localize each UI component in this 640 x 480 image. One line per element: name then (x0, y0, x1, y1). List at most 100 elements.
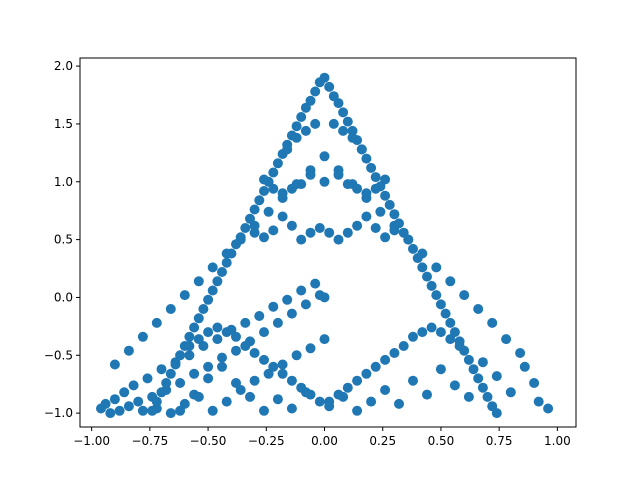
scatter-point (268, 167, 279, 178)
scatter-point (408, 375, 418, 386)
scatter-point (300, 125, 311, 136)
scatter-point (342, 227, 353, 238)
scatter-point (175, 378, 186, 388)
scatter-point (291, 350, 302, 361)
scatter-point (277, 368, 288, 379)
scatter-point (231, 378, 241, 388)
scatter-point (272, 394, 283, 405)
scatter-point (165, 368, 176, 379)
scatter-point (473, 304, 484, 314)
scatter-point (482, 391, 493, 402)
scatter-point (422, 389, 432, 400)
scatter-point (445, 317, 456, 328)
scatter-point (533, 396, 544, 407)
x-tick-label: 0.00 (311, 434, 338, 448)
scatter-point (105, 408, 116, 419)
scatter-point (324, 227, 335, 238)
scatter-point (487, 317, 498, 328)
scatter-point (463, 354, 474, 365)
scatter-point (179, 290, 190, 301)
scatter-point (310, 118, 321, 129)
scatter-point (417, 262, 428, 273)
scatter-point (417, 327, 428, 338)
scatter-point (137, 331, 148, 342)
scatter-point (231, 239, 241, 250)
scatter-point (231, 345, 241, 356)
scatter-point (249, 204, 260, 215)
scatter-point (324, 396, 335, 407)
scatter-point (272, 317, 283, 328)
scatter-point (310, 86, 321, 97)
scatter-point (300, 299, 311, 310)
scatter-point (100, 398, 111, 409)
scatter-point (189, 389, 200, 400)
scatter-point (231, 331, 241, 342)
x-tick-label: −0.25 (248, 434, 285, 448)
scatter-point (440, 308, 451, 319)
scatter-point (361, 153, 372, 164)
scatter-point (175, 405, 186, 416)
scatter-point (515, 348, 526, 358)
scatter-point (296, 382, 307, 393)
scatter-point (268, 183, 279, 194)
scatter-point (342, 179, 353, 190)
scatter-point (259, 327, 269, 338)
scatter-point (189, 368, 200, 379)
scatter-point (412, 253, 423, 264)
scatter-point (212, 334, 223, 345)
scatter-point (361, 368, 372, 379)
x-tick-label: 0.25 (369, 434, 396, 448)
scatter-point (263, 368, 274, 379)
scatter-point (431, 290, 442, 301)
scatter-point (207, 262, 218, 273)
scatter-point (477, 357, 488, 368)
scatter-point (249, 348, 260, 358)
scatter-point (380, 385, 391, 395)
scatter-point (435, 364, 446, 375)
scatter-point (259, 232, 269, 243)
scatter-point (217, 352, 227, 363)
scatter-points (96, 72, 554, 419)
y-tick-label: 0.0 (54, 290, 73, 304)
scatter-point (366, 396, 377, 407)
x-tick-label: −0.75 (131, 434, 168, 448)
scatter-point (463, 391, 474, 402)
scatter-point (333, 234, 344, 245)
scatter-point (240, 223, 251, 233)
scatter-point (175, 350, 186, 361)
scatter-point (319, 176, 330, 187)
y-tick-label: −1.0 (44, 406, 73, 420)
scatter-point (193, 276, 204, 287)
scatter-point (272, 158, 283, 169)
scatter-point (286, 403, 297, 414)
scatter-point (342, 116, 353, 127)
scatter-point (203, 294, 214, 305)
scatter-point (259, 405, 269, 416)
scatter-point (310, 278, 321, 289)
scatter-point (245, 213, 255, 224)
scatter-point (408, 243, 418, 254)
scatter-point (352, 183, 363, 194)
scatter-point (519, 361, 530, 372)
scatter-point (268, 361, 279, 372)
scatter-point (156, 387, 167, 398)
scatter-point (263, 206, 274, 217)
scatter-point (380, 232, 391, 243)
scatter-point (347, 132, 358, 143)
scatter-point (277, 188, 288, 199)
scatter-point (342, 382, 353, 393)
scatter-point (505, 387, 516, 398)
scatter-point (305, 169, 316, 180)
x-tick-label: −0.50 (190, 434, 227, 448)
scatter-point (422, 271, 432, 282)
scatter-point (296, 112, 307, 122)
scatter-point (408, 331, 418, 342)
scatter-point (137, 405, 148, 416)
scatter-point (491, 371, 502, 382)
scatter-point (207, 405, 218, 416)
scatter-point (468, 364, 479, 375)
scatter-point (543, 403, 554, 414)
scatter-point (491, 408, 502, 419)
scatter-point (356, 144, 367, 155)
scatter-point (212, 322, 223, 333)
